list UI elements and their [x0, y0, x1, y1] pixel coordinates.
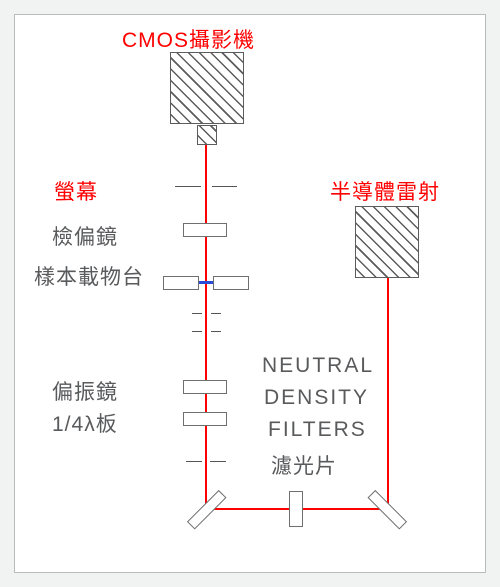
aperture-2-right: [211, 331, 221, 332]
screen-slit-right: [212, 186, 237, 187]
polarizer-optic: [183, 380, 227, 394]
label-screen: 螢幕: [54, 176, 98, 206]
mirror-right: [388, 509, 389, 510]
label-polarizer: 偏振鏡: [52, 376, 118, 406]
mirror-left: [206, 509, 207, 510]
bottom-slit-right: [210, 461, 226, 462]
sample: [199, 281, 213, 284]
screen-slit-left: [175, 186, 201, 187]
quarter-wave-plate: [183, 412, 227, 426]
nd-filter: [289, 491, 303, 527]
label-ndf-line1: NEUTRAL: [262, 354, 374, 378]
label-analyzer: 檢偏鏡: [52, 221, 118, 251]
label-ndf-line3: FILTERS: [268, 418, 367, 442]
cmos-camera-neck: [197, 125, 217, 145]
laser-body: [355, 206, 419, 278]
label-qwp: 1/4λ板: [52, 408, 118, 438]
beam-main-vertical: [205, 145, 206, 509]
cmos-camera-body: [170, 52, 244, 124]
label-stage: 樣本載物台: [34, 261, 144, 291]
aperture-1-right: [211, 313, 221, 314]
sample-stage-left: [163, 276, 199, 290]
aperture-2-left: [192, 331, 202, 332]
label-laser: 半導體雷射: [330, 176, 440, 206]
label-camera: CMOS攝影機: [122, 24, 255, 54]
beam-laser-vertical: [387, 278, 388, 509]
label-ndf-line2: DENSITY: [264, 386, 369, 410]
sample-stage-right: [213, 276, 249, 290]
label-filter-zh: 濾光片: [271, 450, 337, 480]
aperture-1-left: [192, 313, 202, 314]
diagram-frame: [14, 14, 486, 573]
analyzer-optic: [183, 223, 227, 237]
bottom-slit-left: [186, 461, 202, 462]
